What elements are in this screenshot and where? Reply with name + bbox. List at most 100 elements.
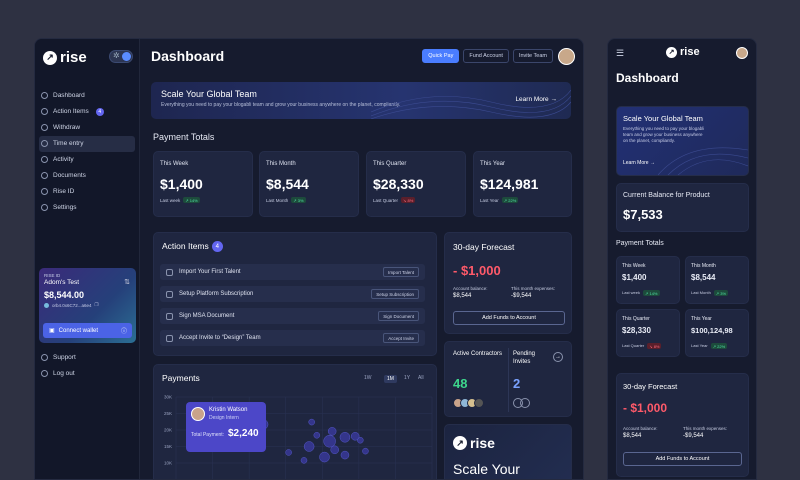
change-value: 14% <box>189 197 198 203</box>
change-badge: ↗ 22% <box>710 343 728 349</box>
setup-subscription-button[interactable]: Setup Subscription <box>371 289 419 299</box>
change-value: 3% <box>297 197 304 203</box>
copy-icon[interactable]: ❐ <box>94 302 99 307</box>
info-icon[interactable]: ⓘ <box>120 329 127 335</box>
range-1y[interactable]: 1Y <box>404 375 411 381</box>
user-avatar[interactable] <box>736 47 748 59</box>
scatter-point[interactable] <box>362 447 369 455</box>
action-row-label: Import Your First Talent <box>179 269 241 275</box>
scatter-point[interactable] <box>285 449 292 456</box>
account-balance: Account balance: $8,544 <box>623 426 658 439</box>
scatter-point[interactable] <box>339 432 351 443</box>
wallet-chain-icon <box>44 302 49 308</box>
action-row-subscription[interactable]: Setup Platform Subscription Setup Subscri… <box>160 286 425 302</box>
connect-wallet-button[interactable]: ▣ Connect wallet ⓘ <box>43 323 132 338</box>
add-funds-button[interactable]: Add Funds to Account <box>453 311 565 325</box>
chart-tooltip: Kristin Watson Design Intern Total Payme… <box>186 402 266 452</box>
action-row-msa[interactable]: Sign MSA Document Sign Document <box>160 308 425 324</box>
stat-prev: Last Month ↗ 3% <box>266 197 306 203</box>
stat-prev-label: Last Year <box>691 343 708 348</box>
stat-label: This Week <box>622 263 646 269</box>
quick-pay-button[interactable]: Quick Pay <box>422 49 460 63</box>
mobile-window: ☰ ↗ rise Dashboard Scale Your Global Tea… <box>607 38 757 480</box>
scatter-point[interactable] <box>327 427 337 436</box>
arrow-right-icon[interactable]: → <box>553 352 563 362</box>
scatter-point[interactable] <box>340 450 350 460</box>
change-value: 22% <box>508 197 517 203</box>
y-tick-label: 10K <box>164 461 172 466</box>
stat-card-year: This Year $124,981 Last Year ↗ 22% <box>473 151 572 217</box>
change-value: 3% <box>720 290 727 296</box>
invite-team-button[interactable]: Invite Team <box>512 49 553 63</box>
scatter-point[interactable] <box>300 457 308 464</box>
checklist-icon <box>41 108 48 116</box>
stat-value: $100,124,98 <box>691 326 733 335</box>
scatter-point[interactable] <box>313 432 321 439</box>
page-title: Dashboard <box>616 71 679 85</box>
stat-value: $8,544 <box>266 176 309 192</box>
stat-prev-label: Last week <box>160 197 181 203</box>
gear-icon <box>41 203 48 211</box>
forecast-title: 30-day Forecast <box>623 382 678 391</box>
active-contractors-count: 48 <box>453 376 468 391</box>
active-contractors-label: Active Contractors <box>453 351 503 357</box>
action-items-count: 4 <box>211 241 223 253</box>
sidebar-item-documents[interactable]: Documents <box>35 168 139 184</box>
change-value: 14% <box>649 290 658 296</box>
menu-icon[interactable]: ☰ <box>616 48 625 58</box>
sidebar-item-rise-id[interactable]: Rise ID <box>35 184 139 200</box>
banner-wave-graphic <box>658 147 748 175</box>
sign-document-button[interactable]: Sign Document <box>378 311 419 321</box>
stat-card-year: This Year $100,124,98 Last Year ↗ 22% <box>685 309 749 357</box>
logo[interactable]: ↗ rise <box>666 46 700 58</box>
stat-card-month: This Month $8,544 Last Month ↗ 3% <box>685 256 749 304</box>
logo[interactable]: ↗ rise <box>43 49 87 66</box>
stat-prev: Last week ↗ 14% <box>622 290 660 296</box>
stat-label: This Year <box>480 161 506 167</box>
payment-totals-title: Payment Totals <box>616 240 664 247</box>
learn-more-link[interactable]: Learn More → <box>515 96 557 103</box>
id-icon <box>41 187 48 195</box>
sidebar-item-action-items[interactable]: Action Items 4 <box>35 104 139 120</box>
sidebar-item-settings[interactable]: Settings <box>35 200 139 216</box>
range-all[interactable]: All <box>418 375 424 381</box>
scatter-point[interactable] <box>330 445 339 455</box>
payments-title: Payments <box>162 373 200 383</box>
forecast-value: - $1,000 <box>453 263 501 278</box>
change-badge: ↘ 8% <box>401 197 416 203</box>
sidebar-item-activity[interactable]: Activity <box>35 152 139 168</box>
swap-icon[interactable]: ⇅ <box>124 279 130 286</box>
scatter-point[interactable] <box>323 434 336 448</box>
theme-toggle[interactable]: ✲ <box>109 50 133 63</box>
user-avatar[interactable] <box>558 48 575 65</box>
action-row-invite[interactable]: Accept Invite to “Design” Team Accept Inv… <box>160 330 425 346</box>
stat-label: This Quarter <box>373 161 407 167</box>
scatter-point[interactable] <box>350 432 360 441</box>
scatter-point[interactable] <box>357 436 364 444</box>
scatter-point[interactable] <box>308 418 315 426</box>
range-1w[interactable]: 1W <box>364 375 372 381</box>
add-funds-button[interactable]: Add Funds to Account <box>623 452 742 466</box>
account-balance-label: Account balance: <box>623 426 658 431</box>
import-talent-button[interactable]: Import Talent <box>383 267 419 277</box>
scatter-point[interactable] <box>303 441 315 452</box>
action-row-import[interactable]: Import Your First Talent Import Talent <box>160 264 425 280</box>
change-badge: ↗ 3% <box>713 290 729 296</box>
fund-account-button[interactable]: Fund Account <box>463 49 509 63</box>
accept-invite-button[interactable]: Accept Invite <box>383 333 419 343</box>
banner-wave-graphic <box>371 89 571 119</box>
stat-prev-label: Last Month <box>691 290 711 295</box>
action-items-badge: 4 <box>95 107 104 116</box>
learn-more-link[interactable]: Learn More → <box>623 160 655 166</box>
sidebar-item-withdraw[interactable]: Withdraw <box>35 120 139 136</box>
divider <box>508 348 509 412</box>
stat-card-quarter: This Quarter $28,330 Last Quarter ↘ 8% <box>366 151 466 217</box>
change-badge: ↗ 22% <box>501 197 519 203</box>
scatter-point[interactable] <box>319 451 330 463</box>
sidebar-item-time-entry[interactable]: Time entry <box>39 136 135 152</box>
sidebar-item-support[interactable]: Support <box>35 350 139 366</box>
range-1m[interactable]: 1M <box>384 375 397 383</box>
sidebar-item-dashboard[interactable]: Dashboard <box>35 88 139 104</box>
stat-label: This Quarter <box>622 316 650 322</box>
sidebar-item-logout[interactable]: Log out <box>35 366 139 382</box>
